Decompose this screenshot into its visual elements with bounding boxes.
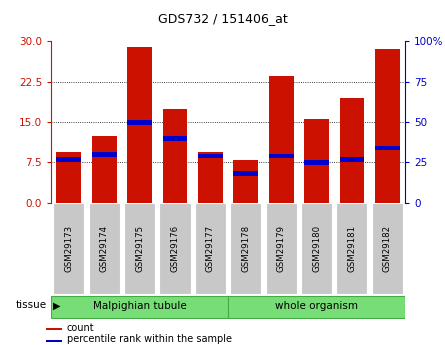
Bar (375, 146, 400, 150)
Bar (195, 203, 226, 294)
Bar (198, 154, 223, 158)
Bar (162, 109, 187, 203)
Bar (92, 136, 117, 203)
Text: GSM29178: GSM29178 (241, 225, 250, 272)
Bar (46, 340, 62, 342)
Bar (162, 136, 187, 141)
Bar (233, 171, 258, 176)
Bar (57, 152, 81, 203)
Bar (124, 203, 155, 294)
Bar (228, 296, 405, 318)
Text: GSM29176: GSM29176 (170, 225, 179, 272)
Bar (301, 203, 332, 294)
Text: Malpighian tubule: Malpighian tubule (93, 301, 186, 311)
Text: GSM29173: GSM29173 (65, 225, 73, 272)
Bar (46, 328, 62, 330)
Text: percentile rank within the sample: percentile rank within the sample (67, 334, 232, 344)
Text: GSM29179: GSM29179 (277, 225, 286, 272)
Bar (269, 154, 294, 158)
Bar (304, 119, 329, 203)
Bar (127, 120, 152, 125)
Text: GSM29177: GSM29177 (206, 225, 215, 272)
Bar (269, 76, 294, 203)
Bar (57, 157, 81, 162)
Bar (127, 47, 152, 203)
Bar (53, 203, 85, 294)
Bar (198, 152, 223, 203)
Text: GSM29175: GSM29175 (135, 225, 144, 272)
Text: GSM29180: GSM29180 (312, 225, 321, 272)
Text: GDS732 / 151406_at: GDS732 / 151406_at (158, 12, 287, 25)
Bar (372, 203, 403, 294)
Text: tissue: tissue (16, 300, 47, 310)
Bar (336, 203, 368, 294)
Text: ▶: ▶ (53, 300, 61, 310)
Text: GSM29181: GSM29181 (348, 225, 356, 272)
Text: whole organism: whole organism (275, 301, 358, 311)
Text: GSM29182: GSM29182 (383, 225, 392, 272)
Bar (266, 203, 297, 294)
Bar (375, 49, 400, 203)
Bar (92, 152, 117, 157)
Bar (230, 203, 261, 294)
Bar (233, 160, 258, 203)
Bar (159, 203, 190, 294)
Bar (51, 296, 228, 318)
Bar (340, 157, 364, 162)
Text: count: count (67, 323, 94, 333)
Bar (304, 160, 329, 165)
Text: GSM29174: GSM29174 (100, 225, 109, 272)
Bar (89, 203, 120, 294)
Bar (340, 98, 364, 203)
